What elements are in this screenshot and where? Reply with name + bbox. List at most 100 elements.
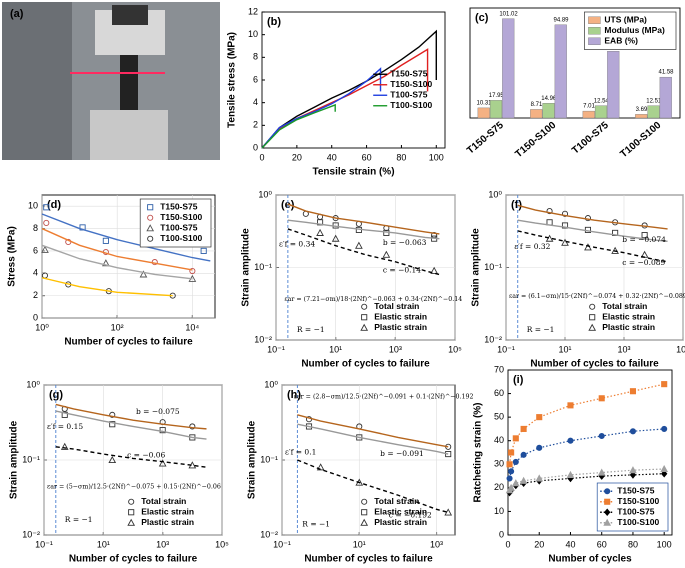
x-tick-label: 0 [505,539,510,549]
marker [520,451,527,458]
panel-label: (i) [513,374,524,386]
legend-label: Plastic strain [374,322,427,332]
legend-label: T100-S100 [160,233,202,243]
legend-label: Elastic strain [374,312,427,322]
y-tick-label: 10⁻¹ [260,454,278,464]
y-tick-label: 70 [494,364,504,374]
series-line [261,29,437,149]
x-tick-label: 80 [628,539,638,549]
value-label: 3.69 [636,107,648,113]
y-tick-label: 10⁻² [254,334,272,344]
legend-marker [588,323,597,331]
bar [647,105,660,119]
panel-label: (d) [47,199,61,211]
value-label: 12.51 [646,98,662,104]
marker [661,381,668,388]
bar [542,103,555,119]
marker [545,234,554,242]
legend-box [139,198,212,248]
marker [102,237,109,244]
legend-marker [360,518,369,526]
y-tick-label: 0 [499,529,504,539]
marker [200,247,207,254]
marker [561,210,569,217]
y-tick-label: 40 [494,435,504,445]
x-tick-label: T100-S75 [570,120,611,157]
legend-swatch [588,37,601,45]
legend-marker [127,518,136,526]
x-tick-label: 10⁵ [215,539,229,549]
annotation: εar = (5−σm)/12.5·(2Nf)^−0.075 + 0.15·(2… [47,484,221,491]
marker [536,444,543,451]
value-label: 17.95 [489,93,505,99]
x-tick-label: 100 [657,539,672,549]
annotation: ε′f = 0.1 [285,448,316,457]
marker [629,428,637,435]
x-axis-label: Number of cycles to failure [69,554,198,565]
x-tick-label: 10⁻¹ [273,539,291,549]
annotation: R = −1 [302,520,330,529]
series-line [297,423,449,455]
series-line [297,459,449,514]
y-tick-label: 4 [33,268,38,278]
marker [159,427,166,434]
series-line [41,213,211,262]
x-tick-label: 0 [259,152,264,162]
series-line [55,410,207,440]
annotation: c = −0.14 [383,265,421,274]
legend-marker [147,204,154,211]
marker [567,437,574,444]
y-axis-label: Ratcheting strain (%) [473,402,484,502]
panel-label: (a) [10,8,24,20]
annotation: εar = (2.8−σm)/12.5·(2Nf)^−0.091 + 0.1·(… [294,394,474,401]
series-line [287,219,440,240]
y-tick-label: 10⁻² [260,529,278,539]
annotation: R = −1 [65,515,93,524]
clamp-top [112,5,148,25]
marker [109,411,116,418]
legend-marker [128,498,135,505]
series-line [287,228,440,276]
legend-label: T150-S100 [617,496,659,506]
marker [382,250,391,258]
series-line [261,67,382,149]
value-label: 12.54 [594,98,610,104]
y-axis-label: Strain amplitude [9,420,20,499]
annotation: c = −0.192 [389,511,432,520]
bar [554,24,567,119]
annotation: εar = (6.1−σm)/15·(2Nf)^−0.074 + 0.32·(2… [509,293,685,300]
legend-label: Elastic strain [141,507,194,517]
legend-marker [603,518,612,526]
marker [60,442,69,450]
y-tick-label: 6 [33,245,38,255]
legend-label: T100-S75 [390,90,428,100]
x-axis-label: Number of cycles to failure [64,337,193,348]
marker [611,246,619,254]
marker [561,238,569,246]
x-tick-label: 10⁻¹ [35,539,53,549]
x-tick-label: 10³ [430,539,443,549]
y-tick-label: 12 [248,6,258,16]
bar [607,51,620,119]
legend-label: Modulus (MPa) [604,25,665,35]
legend-marker [361,303,368,310]
legend-marker [604,488,611,495]
legend-marker [360,323,369,331]
legend-label: T150-S100 [390,79,432,89]
marker [641,232,648,239]
legend-marker [361,314,368,321]
value-label: 14.96 [541,96,557,102]
legend-swatch [588,27,601,35]
marker [506,475,513,482]
y-tick-label: 10⁰ [26,379,40,389]
x-tick-label: 40 [327,152,337,162]
specimen [120,55,138,110]
marker [316,463,325,471]
legend-label: EAB (%) [604,36,638,46]
legend-marker [147,235,154,242]
legend-label: Total strain [374,301,419,311]
x-axis-label: Tensile strain (%) [312,167,394,178]
x-tick-label: 60 [362,152,372,162]
y-tick-label: 0 [253,142,258,152]
